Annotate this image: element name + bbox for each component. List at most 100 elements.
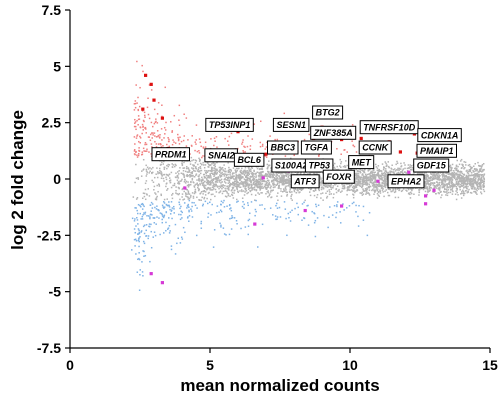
gene-point xyxy=(462,173,465,176)
gene-point xyxy=(186,184,189,187)
gene-point xyxy=(439,185,442,187)
gene-point xyxy=(147,235,150,237)
gene-point xyxy=(298,191,300,194)
gene-point xyxy=(207,170,210,172)
gene-point xyxy=(133,153,136,155)
gene-point xyxy=(138,237,140,239)
gene-point xyxy=(211,167,214,169)
gene-point xyxy=(478,185,480,188)
gene-point xyxy=(148,151,150,153)
gene-point xyxy=(242,190,245,192)
gene-point xyxy=(196,196,198,199)
gene-point xyxy=(191,175,193,177)
gene-point xyxy=(207,212,210,215)
gene-point xyxy=(207,180,210,182)
gene-point xyxy=(451,176,454,178)
gene-point xyxy=(307,204,309,207)
gene-point xyxy=(365,177,367,179)
gene-point xyxy=(459,180,461,182)
gene-point xyxy=(234,183,236,185)
gene-point xyxy=(187,183,190,186)
highlight-point xyxy=(149,272,153,276)
gene-point xyxy=(141,271,144,273)
gene-point xyxy=(177,181,180,183)
gene-point xyxy=(163,137,165,139)
gene-point xyxy=(354,184,357,186)
gene-point xyxy=(276,182,279,184)
gene-point xyxy=(410,192,413,195)
gene-point xyxy=(173,212,175,214)
gene-point xyxy=(426,186,429,188)
gene-point xyxy=(451,187,454,189)
gene-point xyxy=(266,186,268,189)
gene-point xyxy=(473,188,476,190)
gene-point xyxy=(191,159,193,162)
gene-point xyxy=(297,213,300,216)
gene-point xyxy=(465,176,468,178)
gene-point xyxy=(459,185,462,188)
gene-point xyxy=(344,166,346,169)
gene-point xyxy=(276,207,279,209)
gene-point xyxy=(279,172,281,174)
gene-point xyxy=(156,216,158,218)
gene-point xyxy=(168,204,170,207)
gene-point xyxy=(249,148,252,151)
gene-point xyxy=(177,193,180,196)
gene-point xyxy=(353,201,355,204)
gene-point xyxy=(167,174,169,176)
gene-point xyxy=(240,172,243,175)
gene-point xyxy=(228,176,230,178)
gene-point xyxy=(210,167,213,169)
gene-point xyxy=(356,181,359,183)
gene-point xyxy=(481,179,483,181)
gene-point xyxy=(458,183,460,186)
gene-point xyxy=(247,225,250,228)
gene-point xyxy=(386,175,389,178)
gene-point xyxy=(280,188,282,190)
gene-point xyxy=(259,185,262,187)
gene-point xyxy=(205,184,207,187)
gene-point xyxy=(482,186,485,189)
gene-point xyxy=(157,172,159,175)
gene-point xyxy=(364,168,366,171)
gene-point xyxy=(350,184,352,187)
gene-point xyxy=(242,185,245,188)
gene-point xyxy=(335,216,337,219)
gene-point xyxy=(193,175,196,178)
gene-point xyxy=(261,183,264,185)
gene-label-box xyxy=(233,152,265,167)
gene-point xyxy=(477,161,479,164)
gene-point xyxy=(437,192,440,194)
gene-point xyxy=(268,171,270,173)
gene-point xyxy=(361,191,364,194)
gene-point xyxy=(206,188,209,190)
gene-point xyxy=(237,167,239,170)
gene-point xyxy=(199,167,202,170)
gene-point xyxy=(427,175,429,178)
gene-point xyxy=(267,166,269,168)
gene-point xyxy=(198,160,201,162)
gene-point xyxy=(423,183,426,185)
gene-point xyxy=(371,189,373,192)
gene-point xyxy=(393,172,395,175)
gene-point xyxy=(232,182,235,185)
gene-point xyxy=(316,193,319,196)
gene-point xyxy=(137,228,140,230)
gene-point xyxy=(181,193,184,195)
gene-point xyxy=(206,171,209,174)
gene-point xyxy=(482,170,484,172)
gene-point xyxy=(178,119,180,121)
gene-point xyxy=(196,150,199,153)
gene-point xyxy=(137,203,140,206)
gene-point xyxy=(156,113,159,115)
gene-point xyxy=(368,186,370,188)
gene-point xyxy=(473,176,475,178)
gene-point xyxy=(446,192,448,194)
gene-point xyxy=(359,181,362,183)
gene-point xyxy=(165,178,168,181)
gene-point xyxy=(371,182,374,185)
gene-point xyxy=(141,218,144,220)
gene-point xyxy=(342,185,344,187)
gene-annotation: CDKN1A xyxy=(417,128,462,143)
gene-point xyxy=(425,172,427,174)
